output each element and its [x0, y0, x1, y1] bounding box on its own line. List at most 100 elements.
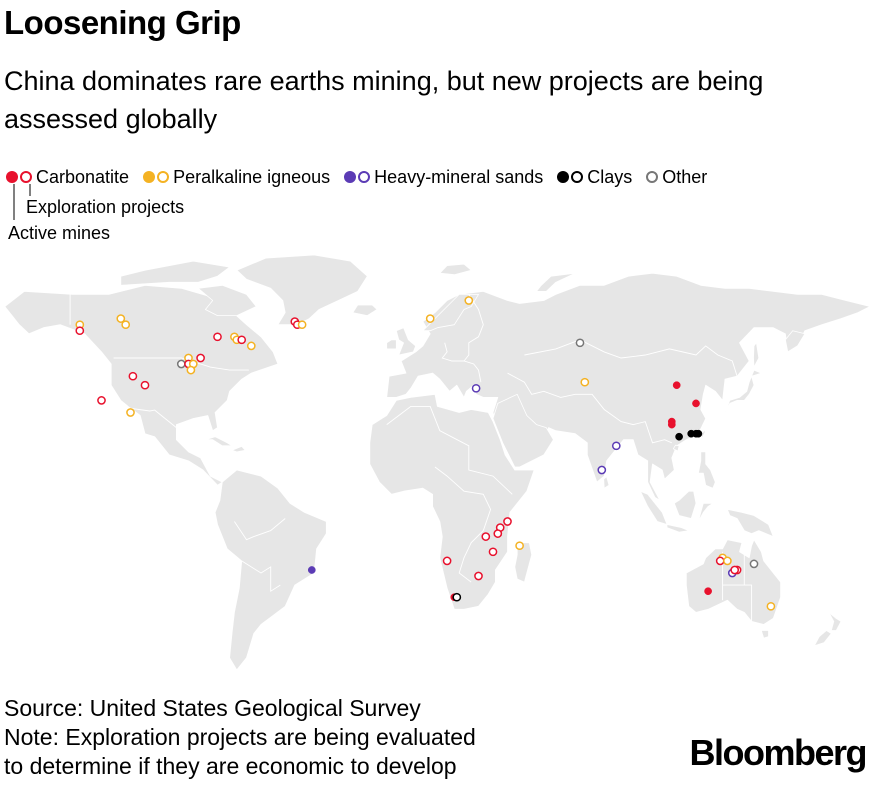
country-border	[463, 294, 484, 362]
exploration-project-carbonatite-marker	[213, 332, 222, 342]
exploration-project-carbonatite-marker	[140, 380, 150, 390]
legend-key-lines	[13, 184, 31, 220]
landmass-ireland	[386, 339, 397, 350]
legend-label: Clays	[587, 166, 633, 187]
exploration-project-peralkaline-marker	[464, 296, 474, 305]
exploration-project-carbonatite-marker	[75, 326, 85, 336]
country-border	[722, 584, 753, 622]
exploration-project-heavy-sands-marker	[611, 441, 621, 451]
exploration-project-peralkaline-marker	[766, 601, 776, 611]
exploration-project-peralkaline-marker	[186, 365, 196, 375]
exploration-project-carbonatite-marker	[488, 547, 498, 557]
exploration-project-carbonatite-marker	[503, 517, 512, 526]
landmass-madagascar	[514, 542, 533, 583]
landmass-novaya-zemlya	[536, 272, 576, 292]
country-border	[507, 372, 672, 444]
landmass-taiwan	[700, 429, 706, 439]
exploration-project-carbonatite-marker	[128, 371, 138, 381]
exploration-project-peralkaline-marker	[515, 541, 524, 551]
active-mine-heavy-sands-marker	[307, 566, 316, 574]
landmass-hispaniola	[231, 445, 246, 453]
exploration-project-peralkaline-marker	[425, 314, 435, 323]
legend-item-heavy-mineral-sands: Heavy-mineral sands	[344, 167, 543, 188]
landmass-java	[666, 524, 690, 533]
landmass-arctic-islands	[120, 260, 231, 286]
landmass-australia	[685, 539, 781, 625]
note-line-1: Note: Exploration projects are being eva…	[4, 724, 476, 750]
landmass-new-guinea	[727, 508, 774, 538]
legend-label: Heavy-mineral sands	[374, 166, 544, 187]
legend-filled-dot	[557, 171, 570, 183]
note-line-2: to determine if they are economic to dev…	[4, 753, 457, 779]
legend-filled-dot	[344, 171, 357, 183]
exploration-project-carbonatite-marker	[196, 353, 205, 363]
site-markers	[75, 296, 776, 611]
legend-open-dot	[157, 171, 170, 183]
landmass-sakhalin	[753, 342, 760, 368]
footer: Source: United States Geological Survey …	[4, 694, 624, 781]
landmass-greenland	[236, 254, 368, 326]
landmass-new-zealand-s	[814, 630, 832, 647]
legend-label: Other	[662, 166, 708, 187]
exploration-project-other-marker	[749, 559, 759, 569]
country-border	[441, 342, 482, 383]
exploration-project-peralkaline-marker	[580, 377, 590, 387]
landmass-iceland	[352, 304, 378, 316]
legend-filled-dot	[143, 171, 156, 183]
landmass-sumatra	[640, 490, 668, 525]
active-mine-carbonatite-marker	[692, 399, 700, 408]
chart-subtitle: China dominates rare earths mining, but …	[4, 66, 764, 134]
legend-open-dot	[646, 171, 659, 183]
legend-item-clays: Clays	[557, 167, 632, 188]
active-mine-clays-marker	[694, 429, 703, 438]
landmass-baffin	[197, 284, 257, 316]
country-border	[241, 560, 281, 593]
landmass-sri-lanka	[603, 476, 610, 489]
landmass-arabia-fill	[492, 393, 554, 468]
legend-open-dot	[358, 171, 371, 183]
exploration-project-peralkaline-marker	[116, 314, 126, 323]
exploration-project-peralkaline-marker	[126, 408, 135, 417]
legend-filled-dot	[6, 171, 18, 183]
exploration-project-peralkaline-marker	[723, 556, 732, 566]
exploration-project-clays-marker	[452, 592, 462, 602]
exploration-project-carbonatite-marker	[97, 396, 106, 405]
exploration-project-heavy-sands-marker	[471, 383, 481, 393]
active-mine-carbonatite-marker	[667, 420, 676, 429]
country-border	[234, 518, 286, 541]
exploration-project-heavy-sands-marker	[597, 465, 607, 475]
legend-label: Peralkaline igneous	[173, 166, 331, 187]
legend-active-key: Active mines	[8, 223, 111, 243]
exploration-project-carbonatite-marker	[481, 532, 491, 541]
legend-open-dot	[20, 171, 32, 183]
country-border	[113, 357, 249, 371]
active-mine-carbonatite-marker	[704, 587, 712, 596]
landmass-japan	[724, 369, 762, 413]
world-land	[4, 254, 870, 671]
legend-item-carbonatite: Carbonatite	[6, 167, 129, 188]
exploration-project-carbonatite-marker	[493, 529, 503, 538]
country-border	[434, 466, 492, 583]
landmass-borneo	[673, 490, 697, 519]
exploration-project-carbonatite-marker	[730, 565, 740, 575]
legend: Carbonatite Peralkaline igneous Heavy-mine…	[6, 166, 866, 246]
exploration-project-carbonatite-marker	[474, 571, 483, 581]
source-note: Source: United States Geological Survey	[4, 695, 421, 721]
bloomberg-logo: Bloomberg	[689, 732, 867, 773]
legend-row: Carbonatite Peralkaline igneous Heavy-mine…	[6, 166, 721, 188]
exploration-project-carbonatite-marker	[442, 556, 452, 566]
active-mine-carbonatite-marker	[672, 381, 681, 390]
landmass-svalbard	[439, 263, 472, 276]
exploration-project-peralkaline-marker	[297, 320, 307, 330]
legend-exploration-key: Exploration projects	[26, 197, 185, 217]
landmass-scandinavia-cap	[422, 294, 479, 332]
landmass-sulawesi	[698, 502, 714, 522]
landmass-cuba	[204, 436, 233, 447]
country-border	[386, 405, 513, 495]
legend-item-peralkaline-igneous: Peralkaline igneous	[143, 167, 330, 188]
exploration-project-other-marker	[575, 338, 585, 348]
landmass-philippines	[698, 451, 716, 489]
country-border	[128, 407, 177, 428]
legend-label: Carbonatite	[36, 166, 130, 187]
exploration-project-carbonatite-marker	[715, 556, 725, 566]
